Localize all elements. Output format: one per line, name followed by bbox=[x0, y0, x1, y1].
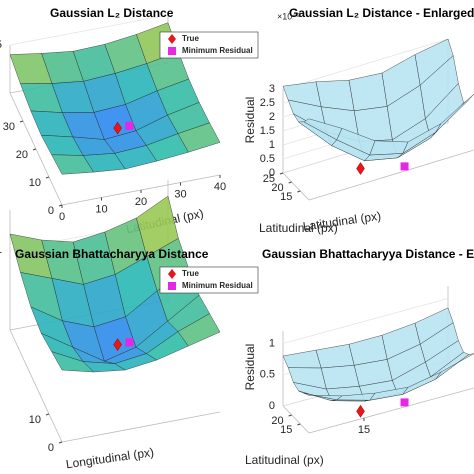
marker-min bbox=[125, 338, 134, 347]
y-tick-label: 0 bbox=[48, 205, 54, 217]
x-tick-label: 30 bbox=[174, 188, 186, 200]
y-tick bbox=[32, 148, 37, 151]
z-axis-label: Residual bbox=[243, 97, 257, 144]
surface-cell bbox=[320, 365, 360, 390]
x-tick-label: 0 bbox=[59, 211, 65, 223]
marker-true bbox=[356, 404, 365, 418]
z-tick-label: 1 bbox=[269, 139, 275, 151]
z-tick-label: 3 bbox=[269, 83, 275, 95]
panel-title: Gaussian L₂ Distance - Enlarged bbox=[289, 6, 474, 20]
z-tick-label: 1.5 bbox=[260, 125, 275, 137]
y-tick-label: 15 bbox=[280, 424, 292, 436]
z-tick-label: 1 bbox=[269, 337, 275, 349]
x-tick-label: 40 bbox=[214, 181, 226, 193]
surface-cell bbox=[177, 313, 221, 347]
z-tick-label: 0 bbox=[269, 167, 275, 179]
panel-title: Gaussian Bhattacharyya Distance - En bbox=[262, 247, 474, 261]
marker-true bbox=[113, 338, 122, 352]
z-grid-line bbox=[282, 38, 449, 90]
z-tick-label: 0.5 bbox=[260, 153, 275, 165]
y-tick bbox=[297, 190, 301, 193]
x-axis-label: Longitudinal (px) bbox=[65, 445, 155, 471]
z-axis-label: Residual bbox=[243, 344, 257, 391]
y-tick bbox=[279, 172, 284, 175]
z-exponent: ×10⁻³ bbox=[277, 11, 300, 21]
y-tick-label: 15 bbox=[280, 191, 292, 203]
y-tick-label: 0 bbox=[48, 442, 54, 454]
x-tick-label: 20 bbox=[135, 196, 147, 208]
marker-min bbox=[400, 162, 409, 171]
z-grid-line bbox=[9, 14, 169, 46]
surface-cell bbox=[348, 72, 388, 112]
y-tick-label: 25 bbox=[263, 173, 275, 185]
legend-box bbox=[159, 31, 259, 59]
surface-cell bbox=[369, 140, 409, 156]
y-tick bbox=[45, 413, 50, 416]
surface-cell bbox=[315, 79, 355, 112]
y-tick bbox=[297, 423, 301, 426]
surface-cell bbox=[435, 353, 474, 380]
legend-label: True bbox=[182, 34, 199, 43]
legend-swatch bbox=[168, 47, 176, 55]
marker-true bbox=[113, 121, 122, 135]
x-tick-label: 10 bbox=[95, 203, 107, 215]
surface-cell bbox=[315, 344, 355, 369]
legend-label: Minimum Residual bbox=[182, 46, 253, 55]
legend-swatch bbox=[168, 269, 176, 279]
y-tick bbox=[288, 414, 292, 417]
y-tick bbox=[19, 120, 24, 123]
surface-cell bbox=[177, 122, 221, 153]
y-tick bbox=[58, 204, 63, 207]
y-tick bbox=[58, 441, 63, 444]
axis-line bbox=[282, 405, 310, 434]
axis-line bbox=[61, 411, 221, 443]
y-tick-label: 20 bbox=[271, 182, 283, 194]
y-tick bbox=[45, 176, 50, 179]
panel-title: Gaussian Bhattacharyya Distance bbox=[15, 247, 209, 261]
surface-cell bbox=[282, 349, 322, 369]
legend-swatch bbox=[168, 282, 176, 290]
legend-box bbox=[159, 266, 259, 294]
y-tick bbox=[288, 181, 292, 184]
axis-line bbox=[282, 172, 310, 201]
y-axis-label: Latitudinal (px) bbox=[259, 221, 338, 235]
z-tick-label: 0.5 bbox=[260, 369, 275, 381]
z-grid-line bbox=[282, 298, 449, 344]
axis-line bbox=[308, 387, 474, 434]
x-tick-label: 15 bbox=[358, 424, 370, 436]
legend-label: Minimum Residual bbox=[182, 281, 253, 290]
z-tick-label: 5 bbox=[0, 39, 2, 51]
y-axis-label: Latitudinal (px) bbox=[245, 453, 324, 467]
z-tick-label: 2 bbox=[269, 111, 275, 123]
z-tick-label: 2.5 bbox=[260, 97, 275, 109]
z-tick-label: 1 bbox=[0, 244, 2, 256]
surface-cell bbox=[435, 93, 474, 133]
axis-line bbox=[9, 329, 63, 443]
y-tick-label: 10 bbox=[29, 414, 41, 426]
y-tick-label: 30 bbox=[3, 121, 15, 133]
panel-title: Gaussian L₂ Distance bbox=[50, 6, 174, 20]
marker-min bbox=[400, 398, 409, 407]
y-tick-label: 20 bbox=[16, 149, 28, 161]
marker-min bbox=[125, 121, 134, 130]
legend-label: True bbox=[182, 269, 199, 278]
legend-swatch bbox=[168, 34, 176, 44]
z-tick-label: 0 bbox=[269, 400, 275, 412]
y-tick-label: 10 bbox=[29, 177, 41, 189]
axis-line bbox=[308, 149, 474, 201]
marker-true bbox=[356, 162, 365, 175]
y-tick-label: 20 bbox=[271, 415, 283, 427]
